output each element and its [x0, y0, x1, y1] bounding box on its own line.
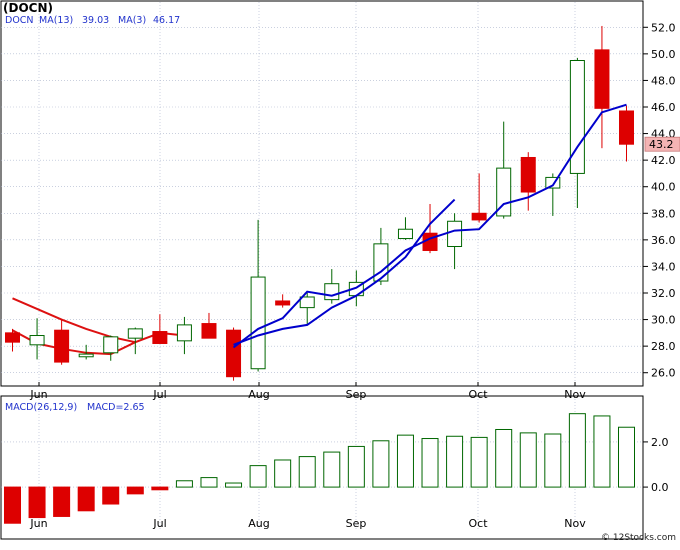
candle-body — [545, 176, 561, 189]
candle-body — [569, 60, 585, 174]
macd-x-tick-label: Aug — [248, 517, 269, 530]
macd-bar — [175, 480, 193, 488]
macd-bar — [4, 486, 21, 524]
macd-bar — [568, 413, 586, 488]
macd-bar — [249, 465, 267, 488]
macd-bar — [225, 482, 243, 488]
candle-body — [201, 323, 217, 339]
candle-body — [103, 336, 119, 354]
candle-body — [471, 212, 487, 221]
last-price-label: 43.2 — [649, 138, 674, 151]
price-y-tick-label: 30.0 — [651, 314, 676, 327]
macd-legend-label: MACD(26,12,9) — [5, 402, 78, 413]
legend-ticker: DOCN — [5, 15, 34, 26]
price-y-tick-label: 34.0 — [651, 260, 676, 273]
price-y-tick-label: 28.0 — [651, 340, 676, 353]
candle-body — [397, 228, 413, 240]
price-y-tick-label: 50.0 — [651, 48, 676, 61]
price-panel-frame — [0, 0, 644, 387]
macd-bar — [544, 433, 562, 488]
legend-ma3-value: 46.17 — [153, 15, 181, 26]
macd-bar — [396, 434, 414, 488]
price-y-tick-label: 38.0 — [651, 207, 676, 220]
macd-bar — [372, 440, 390, 488]
ma13-line-blue — [233, 198, 456, 346]
candle-body — [594, 49, 610, 109]
candle-body — [324, 283, 340, 301]
price-y-tick-label: 40.0 — [651, 181, 676, 194]
macd-bar — [274, 459, 292, 488]
candle-body — [250, 276, 266, 370]
candle-body — [127, 328, 143, 339]
macd-x-tick-label: Oct — [468, 517, 488, 530]
candle-body — [520, 156, 536, 193]
price-x-tick-label: Jun — [29, 388, 47, 401]
macd-bar — [298, 456, 316, 488]
macd-bar — [151, 486, 169, 491]
price-x-tick-label: Sep — [346, 388, 367, 401]
price-y-tick-label: 46.0 — [651, 101, 676, 114]
price-y-tick-label: 26.0 — [651, 367, 676, 380]
candle-body — [275, 300, 291, 306]
candle-body — [29, 335, 45, 346]
candle-body — [299, 296, 315, 309]
macd-bar — [323, 451, 341, 488]
macd-bar — [470, 436, 488, 488]
price-x-tick-label: Aug — [248, 388, 269, 401]
legend-ma13-value: 39.03 — [82, 15, 110, 26]
price-y-tick-label: 52.0 — [651, 21, 676, 34]
macd-bar — [200, 477, 218, 488]
macd-bar — [618, 426, 635, 488]
macd-bar — [28, 486, 46, 519]
macd-bar — [421, 438, 439, 488]
macd-bar — [519, 432, 537, 488]
candle-body — [54, 329, 70, 363]
macd-y-tick-label: 2.0 — [651, 436, 669, 449]
candle-body — [226, 329, 242, 378]
price-y-tick-label: 42.0 — [651, 154, 676, 167]
macd-bar — [126, 486, 144, 495]
macd-bar — [102, 486, 120, 505]
candle-body — [78, 353, 94, 358]
macd-bar — [495, 428, 513, 488]
macd-bar — [53, 486, 71, 517]
chart-title: (DOCN) — [3, 1, 53, 15]
macd-bar — [446, 435, 464, 488]
price-x-tick-label: Nov — [564, 388, 586, 401]
candle-body — [176, 324, 192, 342]
candle-body — [447, 220, 463, 247]
price-x-tick-label: Jul — [152, 388, 166, 401]
price-y-tick-label: 36.0 — [651, 234, 676, 247]
legend-ma13-label: MA(13) — [39, 15, 74, 26]
legend-ma3-label: MA(3) — [118, 15, 147, 26]
candle-body — [152, 331, 168, 344]
macd-bar — [347, 445, 365, 488]
macd-bar — [77, 486, 95, 512]
macd-bar — [593, 415, 611, 488]
candle-body — [373, 243, 389, 282]
candle-body — [619, 110, 634, 145]
watermark: © 12Stocks.com — [601, 533, 676, 543]
macd-x-tick-label: Nov — [564, 517, 586, 530]
candle-body — [5, 332, 20, 343]
macd-x-tick-label: Sep — [346, 517, 367, 530]
last-price-marker — [644, 136, 680, 152]
macd-y-tick-label: 0.0 — [651, 481, 669, 494]
price-y-tick-label: 32.0 — [651, 287, 676, 300]
price-x-tick-label: Oct — [468, 388, 488, 401]
macd-x-tick-label: Jul — [152, 517, 166, 530]
price-y-tick-label: 48.0 — [651, 74, 676, 87]
macd-legend-value: MACD=2.65 — [87, 402, 145, 413]
macd-x-tick-label: Jun — [29, 517, 47, 530]
ma3-line-blue — [232, 103, 627, 349]
